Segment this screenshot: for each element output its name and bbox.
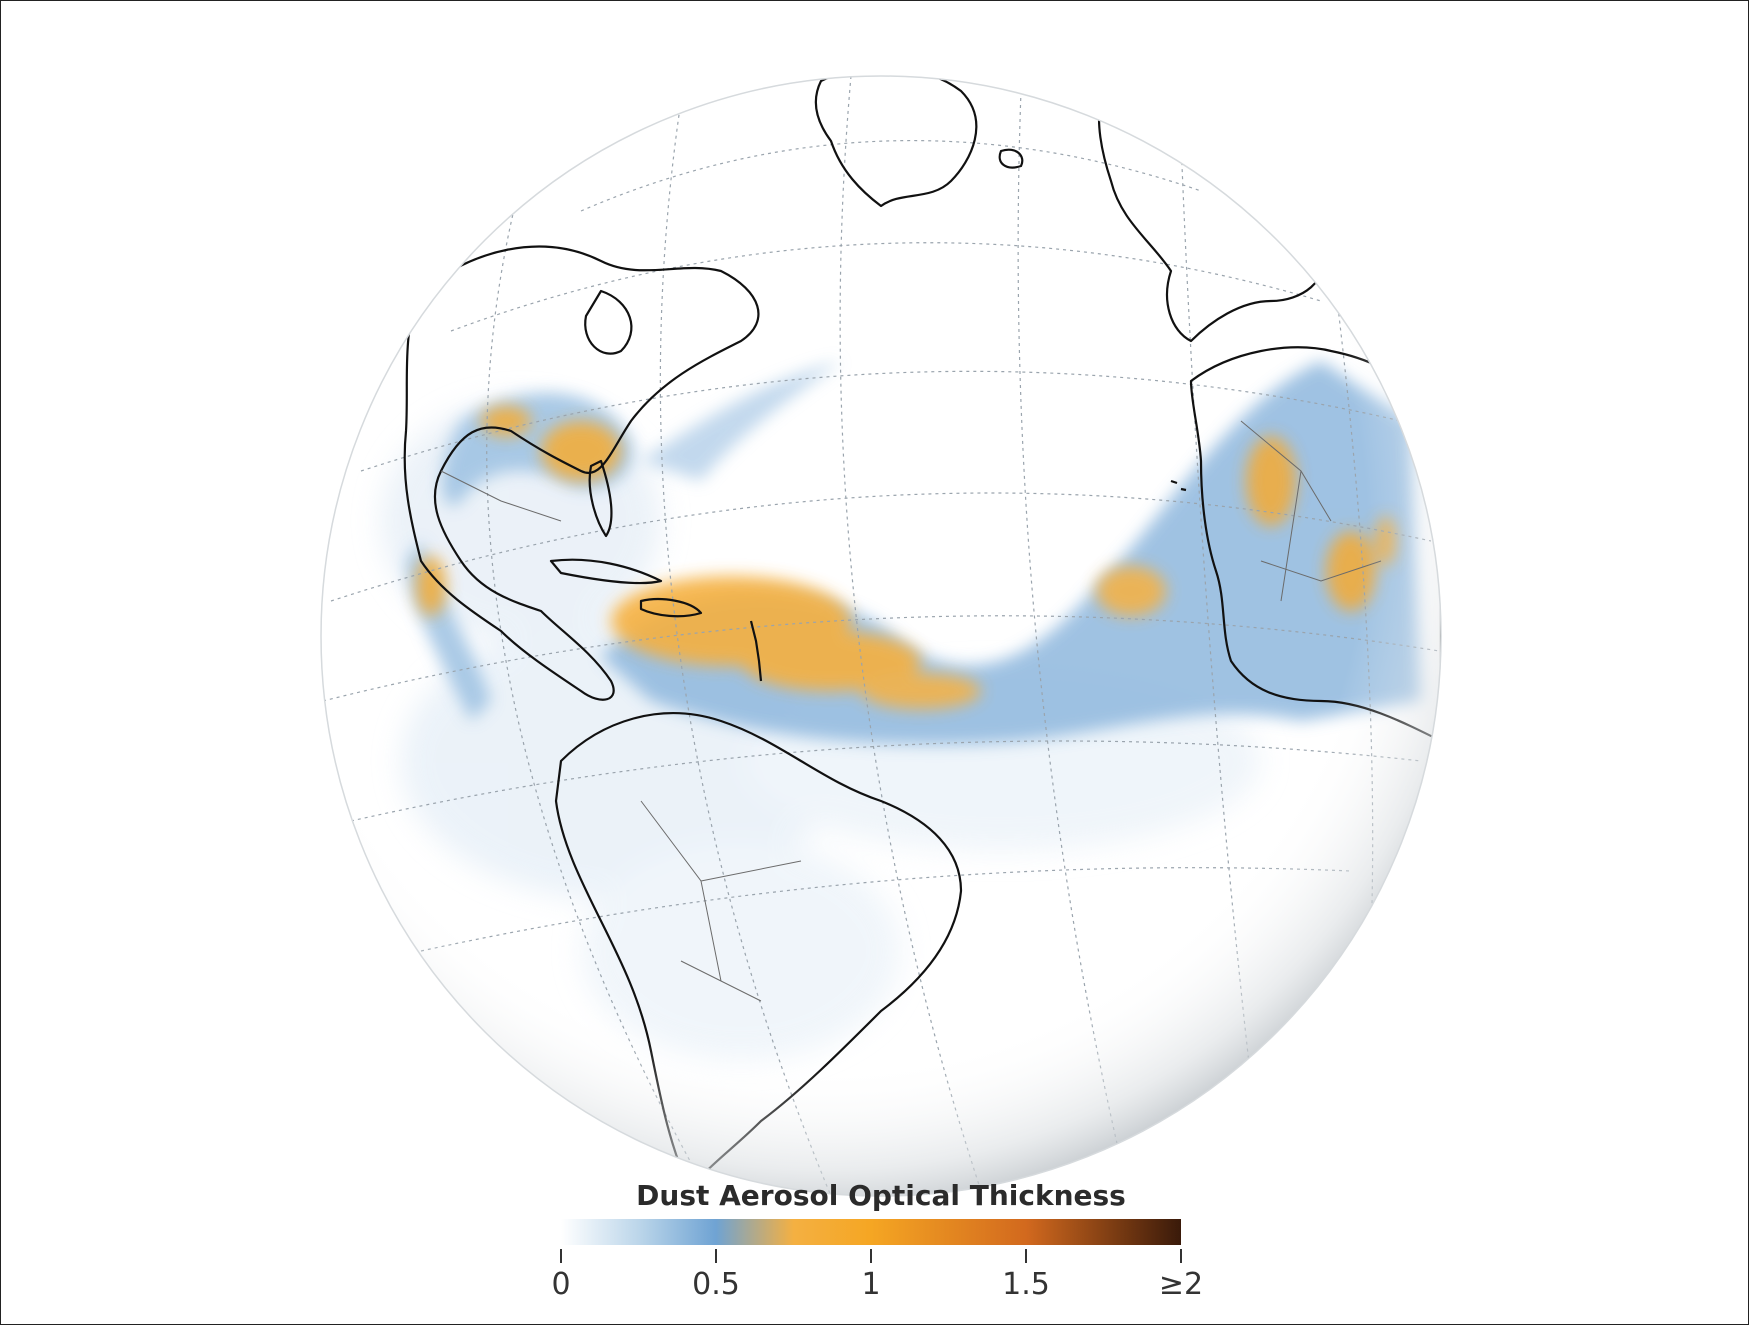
colorbar-tick xyxy=(715,1249,717,1263)
colorbar-tick-label: 0.5 xyxy=(692,1267,740,1302)
colorbar-legend: Dust Aerosol Optical Thickness 0 0.5 1 1.5 ≥… xyxy=(551,1171,1203,1321)
colorbar-tick-label: 1.5 xyxy=(1002,1267,1050,1302)
legend-title: Dust Aerosol Optical Thickness xyxy=(636,1179,1126,1212)
colorbar-tick xyxy=(870,1249,872,1263)
colorbar xyxy=(561,1219,1181,1245)
colorbar-tick-label: ≥2 xyxy=(1158,1267,1204,1302)
colorbar-tick xyxy=(1180,1249,1182,1263)
colorbar-tick xyxy=(560,1249,562,1263)
colorbar-tick-label: 0 xyxy=(551,1267,571,1302)
colorbar-tick-label: 1 xyxy=(861,1267,881,1302)
colorbar-tick xyxy=(1025,1249,1027,1263)
